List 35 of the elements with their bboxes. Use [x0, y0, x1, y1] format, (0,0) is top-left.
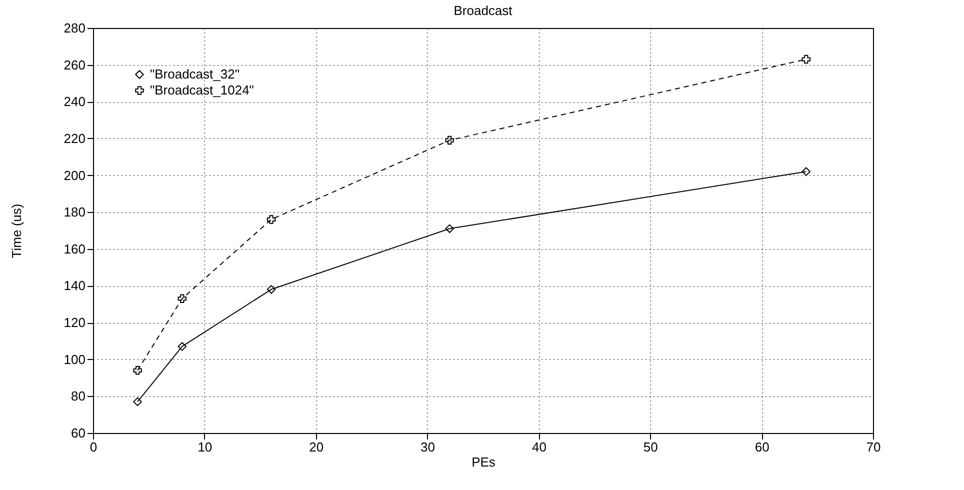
y-tick-label: 160 [64, 241, 86, 256]
point [178, 294, 187, 303]
x-tick-label: 10 [198, 440, 212, 454]
y-tick-label: 200 [64, 168, 86, 183]
y-tick-label: 100 [64, 352, 86, 367]
legend-label: "Broadcast_32" [150, 66, 240, 82]
y-tick-label: 280 [64, 20, 86, 36]
x-tick-label: 70 [866, 440, 881, 454]
y-tick-label: 60 [71, 426, 86, 440]
point [178, 342, 187, 351]
y-tick-label: 80 [71, 388, 86, 404]
point [802, 167, 811, 176]
x-tick-label: 50 [643, 440, 658, 454]
x-tick-label: 20 [309, 440, 324, 454]
y-tick-label: 140 [64, 278, 86, 294]
y-axis-title: Time (us) [8, 204, 24, 258]
point [133, 366, 142, 375]
point [445, 136, 454, 145]
y-tick-label: 260 [64, 57, 86, 72]
x-tick-label: 30 [420, 440, 436, 454]
y-tick-label: 240 [64, 94, 86, 110]
point [266, 215, 276, 224]
x-axis-title: PEs [472, 454, 496, 470]
chart-title: Broadcast [454, 3, 513, 18]
point [445, 224, 454, 234]
y-tick-label: 180 [64, 204, 86, 220]
legend-label: "Broadcast_1024" [150, 82, 254, 98]
point [802, 54, 811, 64]
x-tick-label: 0 [90, 440, 98, 454]
point [133, 397, 142, 406]
x-tick-label: 60 [754, 440, 770, 454]
x-tick-label: 40 [532, 440, 546, 454]
y-tick-label: 220 [64, 130, 86, 146]
y-tick-label: 120 [64, 315, 86, 330]
point [266, 285, 276, 294]
